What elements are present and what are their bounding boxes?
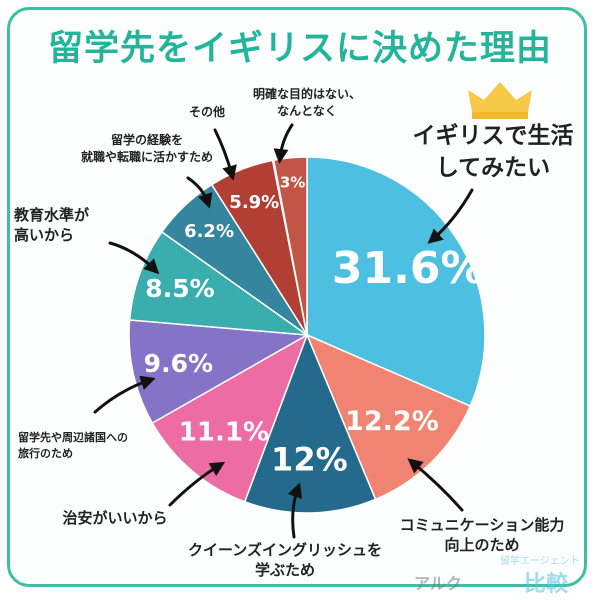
pie-slice-5 <box>128 319 310 425</box>
arrow-queens <box>287 482 302 539</box>
pct-label-3: 12% <box>271 441 348 479</box>
watermark-top-text: 留学エージェント <box>500 556 580 567</box>
arrow-education <box>108 241 160 275</box>
label-travel: 留学先や周辺諸国への 旅行のため <box>18 430 188 462</box>
label-communication-line2: 向上のため <box>444 536 520 554</box>
percentage-labels: 31.6% 12.2% 12%11.1% 9.6% 8.5% 6.2% 5.9%3% <box>144 174 485 479</box>
label-communication: コミュニケーション能力 向上のため <box>372 515 592 555</box>
pie-slice-1 <box>306 156 486 408</box>
pct-label-10: 3% <box>280 174 305 192</box>
label-no-purpose: 明確な目的はない、 なんとなく <box>232 86 382 120</box>
label-education-line2: 高いから <box>14 226 75 244</box>
label-career-line2: 就職や転職に活かすため <box>80 150 213 164</box>
pct-label-1: 31.6% <box>332 243 485 294</box>
arrow-no-purpose <box>273 123 294 164</box>
pie-slice-3 <box>243 332 377 514</box>
watermark-logo: アルク <box>414 574 462 593</box>
watermark: アルク 留学エージェント 比較 <box>414 552 584 597</box>
pie-slice-6 <box>128 230 310 336</box>
pct-label-8: 5.9% <box>229 192 279 213</box>
label-queens-line1: クイーンズイングリッシュを <box>188 541 382 559</box>
label-education: 教育水準が 高いから <box>14 205 134 245</box>
pct-label-6: 8.5% <box>145 274 214 303</box>
label-no-purpose-line2: なんとなく <box>277 104 337 118</box>
watermark-main-text: 比較 <box>524 572 569 597</box>
label-safety: 治安がいいから <box>62 509 168 527</box>
label-career-line1: 留学の経験を <box>110 133 183 147</box>
page-title: 留学先をイギリスに決めた理由 <box>47 29 552 69</box>
arrow-safety <box>168 461 226 507</box>
pie-slice-4 <box>151 333 309 503</box>
label-education-line1: 教育水準が <box>14 206 90 224</box>
label-no-purpose-line1: 明確な目的はない、 <box>252 87 361 101</box>
pct-label-2: 12.2% <box>345 406 439 437</box>
pie-slices <box>128 156 486 514</box>
label-travel-line1: 留学先や周辺諸国への <box>18 431 128 444</box>
label-live-uk-line2: してみたい <box>435 155 551 181</box>
label-communication-line1: コミュニケーション能力 <box>399 516 565 534</box>
label-queens-line2: 学ぶため <box>254 561 315 579</box>
pct-label-7: 6.2% <box>184 221 234 242</box>
label-queens: クイーンズイングリッシュを 学ぶため <box>160 540 410 580</box>
arrow-other <box>213 128 237 181</box>
label-other: その他 <box>188 105 225 119</box>
label-live-uk-line1: イギリスで生活 <box>412 123 574 149</box>
arrow-live-uk <box>427 188 474 244</box>
pct-label-5: 9.6% <box>144 349 213 378</box>
pie-slice-2 <box>305 333 472 501</box>
label-live-uk: イギリスで生活 してみたい <box>398 120 588 184</box>
arrow-communication <box>407 458 464 512</box>
arrow-career <box>186 176 213 209</box>
pct-label-4: 11.1% <box>179 418 269 448</box>
label-career: 留学の経験を 就職や転職に活かすため <box>52 132 242 166</box>
label-travel-line2: 旅行のため <box>18 447 73 460</box>
arrow-travel <box>93 375 156 414</box>
crown-icon <box>468 82 532 119</box>
